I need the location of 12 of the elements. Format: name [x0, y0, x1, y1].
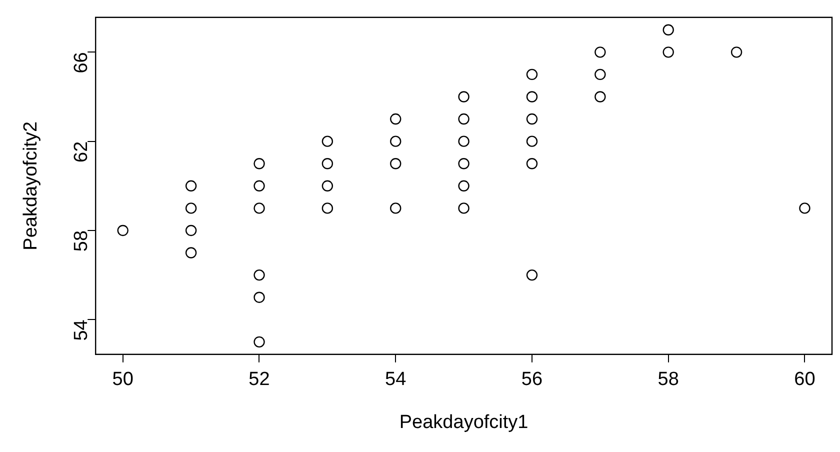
- y-axis-title: Peakdayofcity2: [20, 121, 42, 250]
- x-tick-label: 56: [521, 369, 543, 390]
- y-tick-label: 58: [70, 230, 92, 252]
- x-tick-label: 52: [248, 369, 270, 390]
- y-tick-label: 54: [70, 319, 92, 341]
- x-tick-label: 50: [112, 369, 134, 390]
- x-tick-label: 58: [658, 369, 679, 390]
- x-tick-label: 60: [794, 369, 816, 390]
- y-tick-label: 66: [70, 52, 92, 74]
- y-tick-label: 62: [70, 141, 92, 162]
- x-tick-label: 54: [385, 369, 407, 390]
- x-axis-title: Peakdayofcity1: [399, 412, 528, 433]
